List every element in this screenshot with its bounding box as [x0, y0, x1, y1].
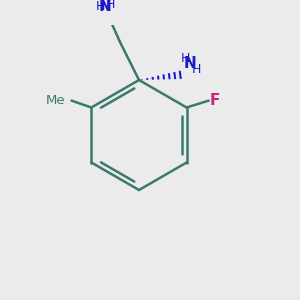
Text: F: F [209, 93, 220, 108]
Text: H: H [192, 63, 201, 76]
Text: H: H [95, 0, 105, 13]
Text: N: N [99, 0, 112, 14]
Text: Me: Me [46, 94, 65, 106]
Text: H: H [105, 0, 115, 11]
Text: N: N [184, 56, 196, 71]
Text: H: H [181, 52, 190, 65]
